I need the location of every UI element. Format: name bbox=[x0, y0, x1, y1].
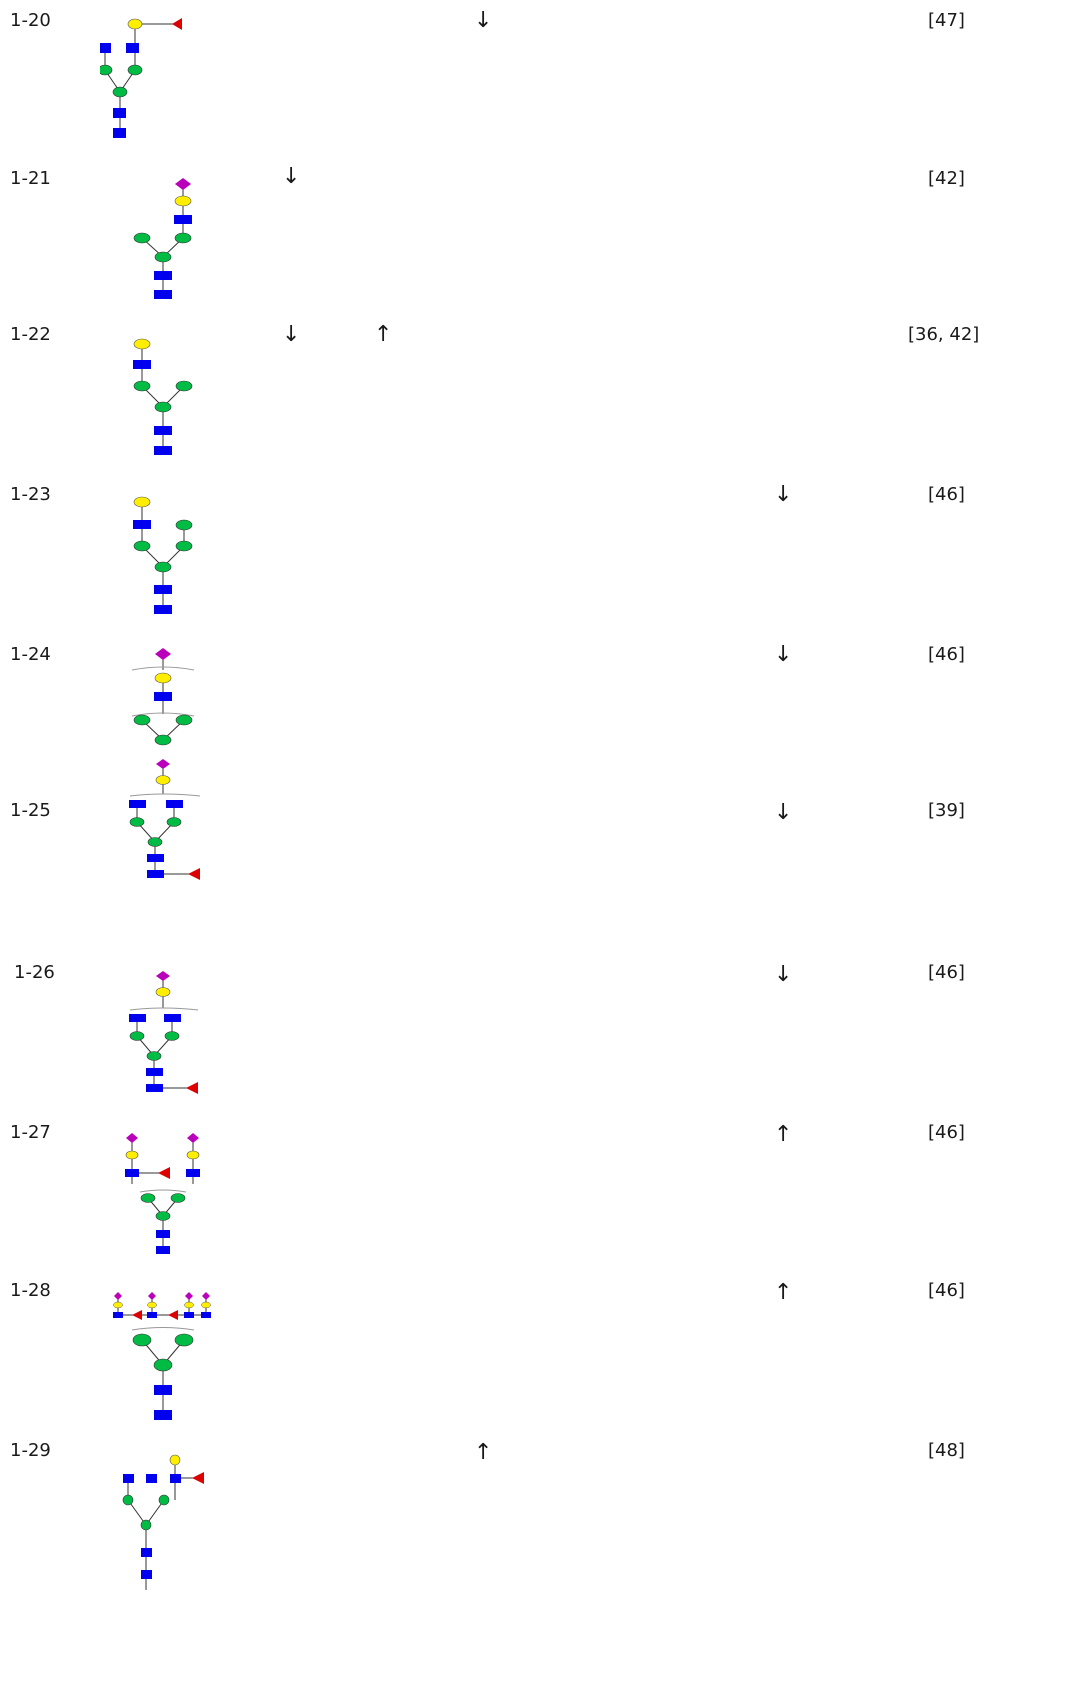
glycan-structure-icon bbox=[100, 756, 220, 886]
reference: [46] bbox=[928, 484, 965, 505]
reference: [36, 42] bbox=[908, 324, 980, 345]
glycan-structure-icon bbox=[100, 968, 220, 1098]
reference: [48] bbox=[928, 1440, 965, 1461]
trend-arrow: ↑ bbox=[774, 1122, 793, 1147]
reference: [42] bbox=[928, 168, 965, 189]
reference: [46] bbox=[928, 644, 965, 665]
glycan-id: 1-20 bbox=[10, 10, 51, 31]
glycan-structure-icon bbox=[100, 1290, 230, 1430]
trend-arrow: ↓ bbox=[282, 164, 301, 189]
reference: [47] bbox=[928, 10, 965, 31]
glycan-structure-icon bbox=[100, 1450, 220, 1600]
glycan-id: 1-21 bbox=[10, 168, 51, 189]
glycan-id: 1-25 bbox=[10, 800, 51, 821]
glycan-id: 1-23 bbox=[10, 484, 51, 505]
glycan-id: 1-29 bbox=[10, 1440, 51, 1461]
glycan-id: 1-27 bbox=[10, 1122, 51, 1143]
glycan-structure-icon bbox=[100, 642, 220, 752]
glycan-structure-icon bbox=[100, 10, 220, 145]
trend-arrow: ↓ bbox=[474, 8, 493, 33]
trend-arrow: ↓ bbox=[774, 962, 793, 987]
reference: [46] bbox=[928, 1122, 965, 1143]
trend-arrow: ↑ bbox=[374, 322, 393, 347]
glycan-id: 1-26 bbox=[14, 962, 55, 983]
glycan-structure-icon bbox=[100, 332, 220, 462]
reference: [39] bbox=[928, 800, 965, 821]
reference: [46] bbox=[928, 962, 965, 983]
glycan-id: 1-28 bbox=[10, 1280, 51, 1301]
trend-arrow: ↑ bbox=[774, 1280, 793, 1305]
glycan-structure-icon bbox=[100, 172, 220, 302]
glycan-id: 1-22 bbox=[10, 324, 51, 345]
glycan-structure-icon bbox=[100, 492, 220, 622]
trend-arrow: ↓ bbox=[774, 642, 793, 667]
glycan-id: 1-24 bbox=[10, 644, 51, 665]
trend-arrow: ↓ bbox=[282, 322, 301, 347]
reference: [46] bbox=[928, 1280, 965, 1301]
glycan-structure-icon bbox=[100, 1130, 220, 1260]
trend-arrow: ↑ bbox=[474, 1440, 493, 1465]
trend-arrow: ↓ bbox=[774, 482, 793, 507]
trend-arrow: ↓ bbox=[774, 800, 793, 825]
